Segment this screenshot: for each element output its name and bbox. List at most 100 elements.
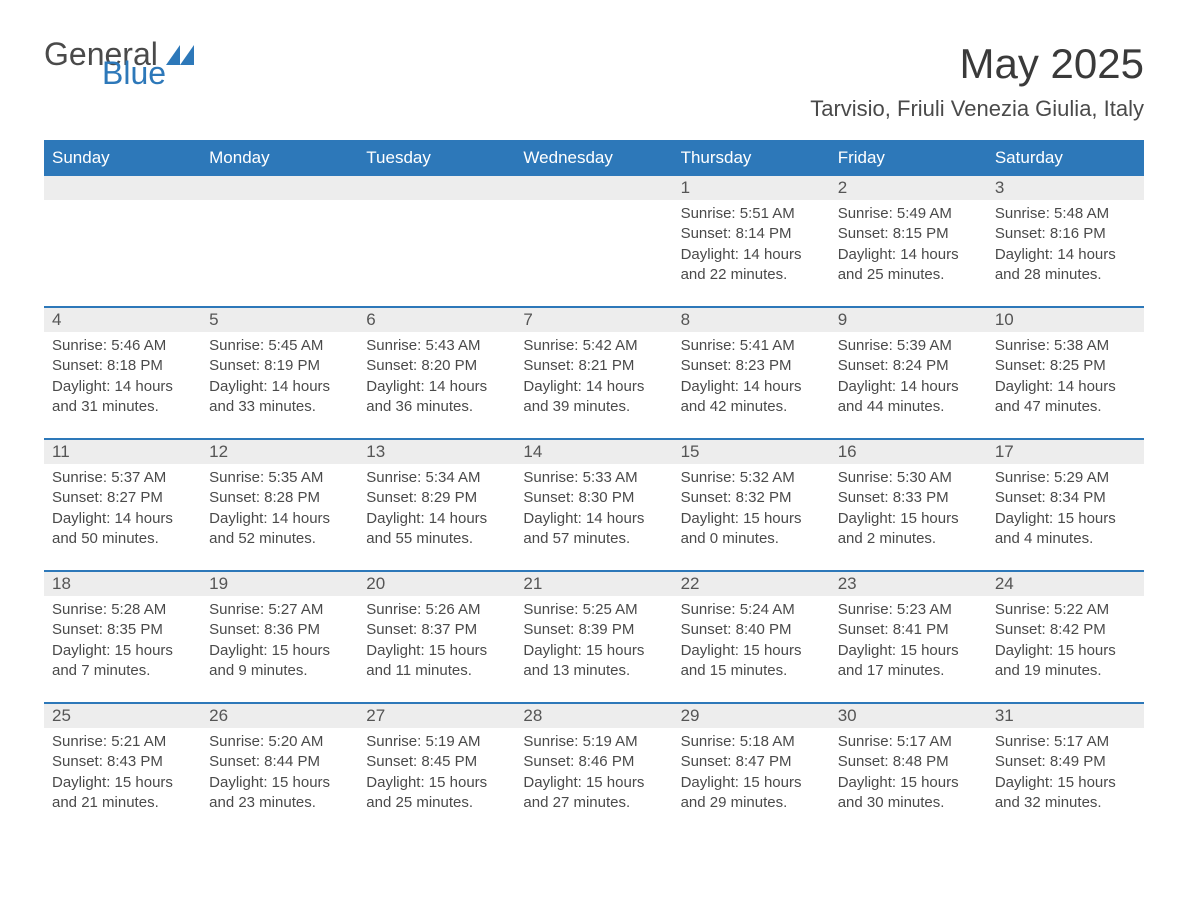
day-number bbox=[44, 176, 201, 200]
daylight-line: Daylight: 15 hours and 11 minutes. bbox=[366, 641, 507, 682]
day-details: Sunrise: 5:19 AMSunset: 8:45 PMDaylight:… bbox=[358, 728, 515, 821]
sunrise-line: Sunrise: 5:22 AM bbox=[995, 600, 1136, 620]
calendar-day-cell: 17Sunrise: 5:29 AMSunset: 8:34 PMDayligh… bbox=[987, 439, 1144, 571]
calendar-day-cell: 29Sunrise: 5:18 AMSunset: 8:47 PMDayligh… bbox=[673, 703, 830, 835]
sunset-line: Sunset: 8:14 PM bbox=[681, 224, 822, 244]
daylight-line: Daylight: 15 hours and 19 minutes. bbox=[995, 641, 1136, 682]
day-number: 21 bbox=[515, 572, 672, 596]
weekday-header: Saturday bbox=[987, 141, 1144, 175]
day-details: Sunrise: 5:39 AMSunset: 8:24 PMDaylight:… bbox=[830, 332, 987, 425]
sunset-line: Sunset: 8:19 PM bbox=[209, 356, 350, 376]
calendar-day-cell bbox=[201, 175, 358, 307]
sunrise-line: Sunrise: 5:33 AM bbox=[523, 468, 664, 488]
sunset-line: Sunset: 8:33 PM bbox=[838, 488, 979, 508]
sunrise-line: Sunrise: 5:32 AM bbox=[681, 468, 822, 488]
day-number: 7 bbox=[515, 308, 672, 332]
title-block: May 2025 Tarvisio, Friuli Venezia Giulia… bbox=[810, 40, 1144, 134]
day-number bbox=[358, 176, 515, 200]
sunrise-line: Sunrise: 5:51 AM bbox=[681, 204, 822, 224]
day-number: 25 bbox=[44, 704, 201, 728]
calendar-day-cell: 14Sunrise: 5:33 AMSunset: 8:30 PMDayligh… bbox=[515, 439, 672, 571]
day-details: Sunrise: 5:21 AMSunset: 8:43 PMDaylight:… bbox=[44, 728, 201, 821]
day-details: Sunrise: 5:24 AMSunset: 8:40 PMDaylight:… bbox=[673, 596, 830, 689]
sunset-line: Sunset: 8:18 PM bbox=[52, 356, 193, 376]
day-number bbox=[201, 176, 358, 200]
logo: General Blue bbox=[44, 40, 194, 88]
day-details bbox=[201, 200, 358, 212]
daylight-line: Daylight: 14 hours and 31 minutes. bbox=[52, 377, 193, 418]
day-details: Sunrise: 5:28 AMSunset: 8:35 PMDaylight:… bbox=[44, 596, 201, 689]
sunset-line: Sunset: 8:40 PM bbox=[681, 620, 822, 640]
month-title: May 2025 bbox=[810, 40, 1144, 88]
day-number: 22 bbox=[673, 572, 830, 596]
sunset-line: Sunset: 8:36 PM bbox=[209, 620, 350, 640]
day-number: 30 bbox=[830, 704, 987, 728]
daylight-line: Daylight: 14 hours and 44 minutes. bbox=[838, 377, 979, 418]
day-number bbox=[515, 176, 672, 200]
day-details: Sunrise: 5:45 AMSunset: 8:19 PMDaylight:… bbox=[201, 332, 358, 425]
calendar-day-cell: 19Sunrise: 5:27 AMSunset: 8:36 PMDayligh… bbox=[201, 571, 358, 703]
day-number: 8 bbox=[673, 308, 830, 332]
sunset-line: Sunset: 8:49 PM bbox=[995, 752, 1136, 772]
sunrise-line: Sunrise: 5:28 AM bbox=[52, 600, 193, 620]
weekday-header-row: SundayMondayTuesdayWednesdayThursdayFrid… bbox=[44, 141, 1144, 175]
daylight-line: Daylight: 15 hours and 7 minutes. bbox=[52, 641, 193, 682]
sunset-line: Sunset: 8:25 PM bbox=[995, 356, 1136, 376]
calendar-day-cell bbox=[358, 175, 515, 307]
sunrise-line: Sunrise: 5:42 AM bbox=[523, 336, 664, 356]
daylight-line: Daylight: 15 hours and 4 minutes. bbox=[995, 509, 1136, 550]
calendar-day-cell: 11Sunrise: 5:37 AMSunset: 8:27 PMDayligh… bbox=[44, 439, 201, 571]
calendar-day-cell: 22Sunrise: 5:24 AMSunset: 8:40 PMDayligh… bbox=[673, 571, 830, 703]
sunrise-line: Sunrise: 5:46 AM bbox=[52, 336, 193, 356]
logo-word2: Blue bbox=[102, 59, 194, 88]
sunrise-line: Sunrise: 5:18 AM bbox=[681, 732, 822, 752]
sunrise-line: Sunrise: 5:24 AM bbox=[681, 600, 822, 620]
sunset-line: Sunset: 8:20 PM bbox=[366, 356, 507, 376]
sunrise-line: Sunrise: 5:21 AM bbox=[52, 732, 193, 752]
day-details: Sunrise: 5:20 AMSunset: 8:44 PMDaylight:… bbox=[201, 728, 358, 821]
calendar-day-cell: 23Sunrise: 5:23 AMSunset: 8:41 PMDayligh… bbox=[830, 571, 987, 703]
day-details bbox=[44, 200, 201, 212]
day-details: Sunrise: 5:30 AMSunset: 8:33 PMDaylight:… bbox=[830, 464, 987, 557]
sunset-line: Sunset: 8:37 PM bbox=[366, 620, 507, 640]
day-number: 5 bbox=[201, 308, 358, 332]
day-details: Sunrise: 5:51 AMSunset: 8:14 PMDaylight:… bbox=[673, 200, 830, 293]
day-number: 4 bbox=[44, 308, 201, 332]
calendar-day-cell: 16Sunrise: 5:30 AMSunset: 8:33 PMDayligh… bbox=[830, 439, 987, 571]
day-details: Sunrise: 5:23 AMSunset: 8:41 PMDaylight:… bbox=[830, 596, 987, 689]
calendar-week-row: 18Sunrise: 5:28 AMSunset: 8:35 PMDayligh… bbox=[44, 571, 1144, 703]
daylight-line: Daylight: 14 hours and 33 minutes. bbox=[209, 377, 350, 418]
day-details bbox=[358, 200, 515, 212]
daylight-line: Daylight: 14 hours and 55 minutes. bbox=[366, 509, 507, 550]
calendar-day-cell: 3Sunrise: 5:48 AMSunset: 8:16 PMDaylight… bbox=[987, 175, 1144, 307]
calendar-day-cell bbox=[515, 175, 672, 307]
weekday-header: Sunday bbox=[44, 141, 201, 175]
daylight-line: Daylight: 14 hours and 52 minutes. bbox=[209, 509, 350, 550]
day-number: 24 bbox=[987, 572, 1144, 596]
daylight-line: Daylight: 15 hours and 30 minutes. bbox=[838, 773, 979, 814]
daylight-line: Daylight: 14 hours and 50 minutes. bbox=[52, 509, 193, 550]
sunrise-line: Sunrise: 5:34 AM bbox=[366, 468, 507, 488]
sunset-line: Sunset: 8:21 PM bbox=[523, 356, 664, 376]
sunset-line: Sunset: 8:15 PM bbox=[838, 224, 979, 244]
sunrise-line: Sunrise: 5:20 AM bbox=[209, 732, 350, 752]
day-number: 15 bbox=[673, 440, 830, 464]
calendar-day-cell: 8Sunrise: 5:41 AMSunset: 8:23 PMDaylight… bbox=[673, 307, 830, 439]
daylight-line: Daylight: 15 hours and 15 minutes. bbox=[681, 641, 822, 682]
day-details: Sunrise: 5:33 AMSunset: 8:30 PMDaylight:… bbox=[515, 464, 672, 557]
calendar-day-cell: 12Sunrise: 5:35 AMSunset: 8:28 PMDayligh… bbox=[201, 439, 358, 571]
calendar-day-cell: 27Sunrise: 5:19 AMSunset: 8:45 PMDayligh… bbox=[358, 703, 515, 835]
sunrise-line: Sunrise: 5:35 AM bbox=[209, 468, 350, 488]
calendar-table: SundayMondayTuesdayWednesdayThursdayFrid… bbox=[44, 140, 1144, 835]
day-number: 18 bbox=[44, 572, 201, 596]
day-details: Sunrise: 5:37 AMSunset: 8:27 PMDaylight:… bbox=[44, 464, 201, 557]
sunset-line: Sunset: 8:23 PM bbox=[681, 356, 822, 376]
sunset-line: Sunset: 8:47 PM bbox=[681, 752, 822, 772]
day-details: Sunrise: 5:27 AMSunset: 8:36 PMDaylight:… bbox=[201, 596, 358, 689]
sunrise-line: Sunrise: 5:41 AM bbox=[681, 336, 822, 356]
day-number: 29 bbox=[673, 704, 830, 728]
day-number: 2 bbox=[830, 176, 987, 200]
day-number: 13 bbox=[358, 440, 515, 464]
sunset-line: Sunset: 8:34 PM bbox=[995, 488, 1136, 508]
calendar-day-cell: 6Sunrise: 5:43 AMSunset: 8:20 PMDaylight… bbox=[358, 307, 515, 439]
